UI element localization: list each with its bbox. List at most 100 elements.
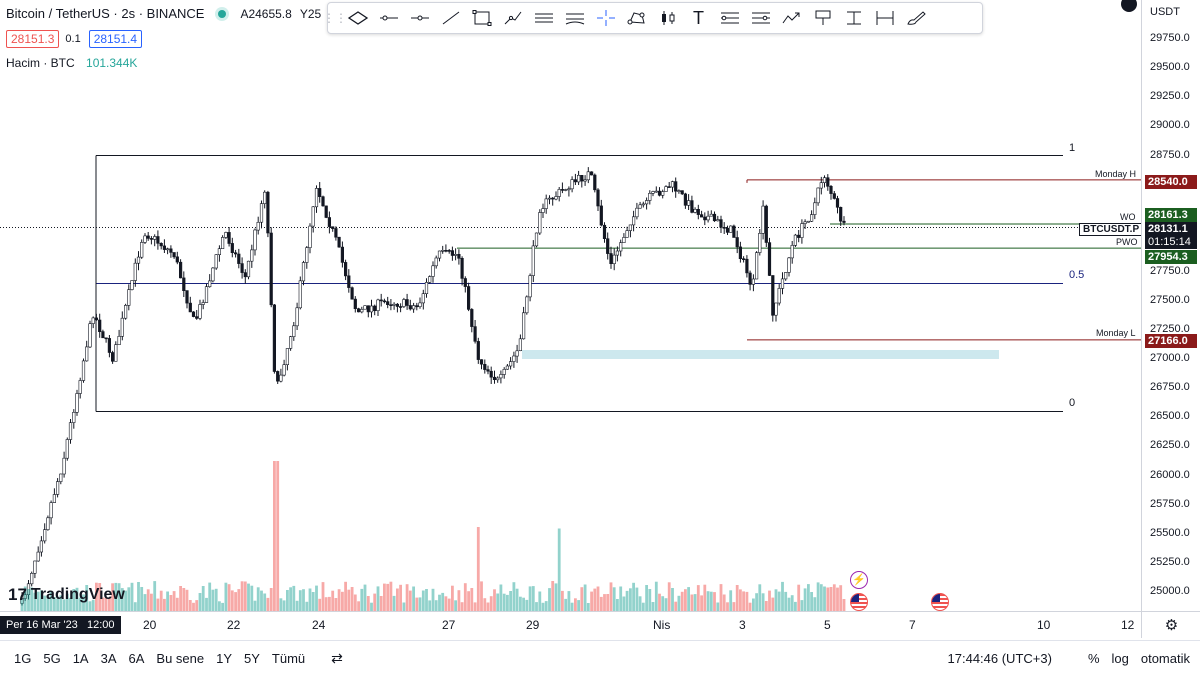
volume-bar <box>836 587 839 611</box>
candle-body <box>382 300 387 303</box>
crosshair-icon[interactable] <box>590 4 621 32</box>
range-button[interactable]: 1G <box>14 651 32 666</box>
price-tick: 27750.0 <box>1150 264 1190 277</box>
compare-date-icon[interactable]: ⇄ <box>331 650 343 666</box>
price-chart[interactable] <box>0 0 1141 611</box>
percent-toggle[interactable]: % <box>1087 651 1100 666</box>
time-tick: 7 <box>909 618 916 632</box>
brush-icon[interactable] <box>900 4 931 32</box>
range-button[interactable]: 6A <box>128 651 145 666</box>
candle-body <box>576 175 581 183</box>
auto-toggle[interactable]: otomatik <box>1140 651 1190 666</box>
regression-icon[interactable] <box>559 4 590 32</box>
candle-body <box>741 258 746 261</box>
path-icon[interactable] <box>497 4 528 32</box>
candle-body <box>198 304 202 319</box>
event-flag-us-icon[interactable] <box>850 593 868 611</box>
volume-bar <box>82 594 85 611</box>
tradingview-logo[interactable]: 17 TradingView <box>8 585 125 605</box>
rectangle-icon[interactable] <box>466 4 497 32</box>
arrow-path-icon[interactable] <box>776 4 807 32</box>
fib-icon[interactable] <box>714 4 745 32</box>
time-tick: 10 <box>1037 618 1051 632</box>
volume-bar <box>363 584 367 611</box>
sell-button[interactable]: 28151.3 <box>6 30 60 48</box>
candle-body <box>790 245 794 259</box>
market-status-icon <box>218 9 227 18</box>
candle-body <box>674 181 678 192</box>
candle-body <box>780 278 785 289</box>
candle-body <box>496 377 500 381</box>
buy-button[interactable]: 28151.4 <box>88 30 143 48</box>
candle-body <box>479 359 484 365</box>
range-button[interactable]: Tümü <box>271 651 306 666</box>
volume-bar <box>473 602 477 611</box>
current-price-label: 28131.1 <box>1145 222 1197 236</box>
candle-body <box>204 286 209 303</box>
range-icon[interactable] <box>745 4 776 32</box>
volume-bar <box>163 598 166 611</box>
grip-icon[interactable]: ⋮⋮ <box>323 11 347 25</box>
range-button[interactable]: 1A <box>72 651 89 666</box>
text-icon[interactable]: T <box>693 7 704 28</box>
parallel-channel-icon[interactable] <box>528 4 559 32</box>
volume-bar <box>528 586 532 611</box>
symbol-title[interactable]: Bitcoin / TetherUS · 2s · BINANCE <box>6 6 205 21</box>
event-flag-us-icon-2[interactable] <box>931 593 949 611</box>
indicator-value: A24655.8 <box>240 6 292 21</box>
candle-body <box>201 302 205 305</box>
chart-area[interactable]: Bitcoin / TetherUS · 2s · BINANCE A24655… <box>0 0 1141 637</box>
node-icon[interactable] <box>621 4 652 32</box>
range-button[interactable]: 1Y <box>216 651 233 666</box>
candle-body <box>839 207 843 222</box>
candle-body <box>146 235 150 239</box>
clock-time[interactable]: 17:44:46 (UTC+3) <box>947 651 1052 666</box>
date-range-icon[interactable] <box>869 4 900 32</box>
volume-bar <box>434 600 438 611</box>
candle-body <box>683 193 687 206</box>
volume-bar <box>23 586 27 611</box>
horizontal-line-icon[interactable] <box>404 4 435 32</box>
candle-body <box>589 171 594 176</box>
volume-bar <box>344 581 347 611</box>
candle-body <box>651 191 655 194</box>
candle-icon[interactable] <box>652 4 683 32</box>
range-button[interactable]: Bu sene <box>156 651 205 666</box>
volume-bar <box>755 593 758 611</box>
volume-bar <box>88 601 92 611</box>
volume-bar <box>531 586 535 611</box>
volume-bar <box>95 582 98 611</box>
volume-bar <box>295 600 299 611</box>
ray-icon[interactable] <box>373 4 404 32</box>
volume-bar <box>522 597 525 611</box>
settings-icon[interactable]: ⚙ <box>1164 617 1179 634</box>
candle-body <box>470 309 474 327</box>
candle-body <box>107 338 111 353</box>
flag-icon[interactable] <box>807 4 838 32</box>
log-toggle[interactable]: log <box>1111 651 1129 666</box>
price-label-icon[interactable] <box>838 4 869 32</box>
candle-body <box>664 186 668 192</box>
candle-body <box>350 287 354 300</box>
event-flash-icon[interactable]: ⚡ <box>850 571 868 589</box>
volume-bar <box>593 588 597 611</box>
candle-body <box>531 245 535 276</box>
range-button[interactable]: 5Y <box>244 651 260 666</box>
volume-bar <box>98 583 102 611</box>
chart-settings-icon[interactable] <box>1121 0 1137 12</box>
range-button[interactable]: 5G <box>43 651 61 666</box>
volume-bar <box>169 595 173 611</box>
tradingview-logo-icon: 17 <box>8 585 27 604</box>
monday-high-price-label: 28540.0 <box>1145 175 1197 189</box>
volume-bar <box>198 593 202 611</box>
ellipse-icon[interactable] <box>342 4 373 32</box>
currency-label[interactable]: USDT <box>1150 6 1180 18</box>
time-axis[interactable]: Per 16 Mar '23 12:00 20 22 24 27 29 Nis 3 5 7 10 1… <box>0 611 1141 637</box>
price-axis[interactable]: USDT 29750.0 29500.0 29250.0 29000.0 28750.0… <box>1141 0 1200 637</box>
volume-bar <box>182 588 186 611</box>
volume-bar <box>658 593 661 611</box>
candle-body <box>518 338 522 351</box>
range-button[interactable]: 3A <box>100 651 117 666</box>
trend-line-icon[interactable] <box>435 4 466 32</box>
candle-body <box>806 220 810 223</box>
